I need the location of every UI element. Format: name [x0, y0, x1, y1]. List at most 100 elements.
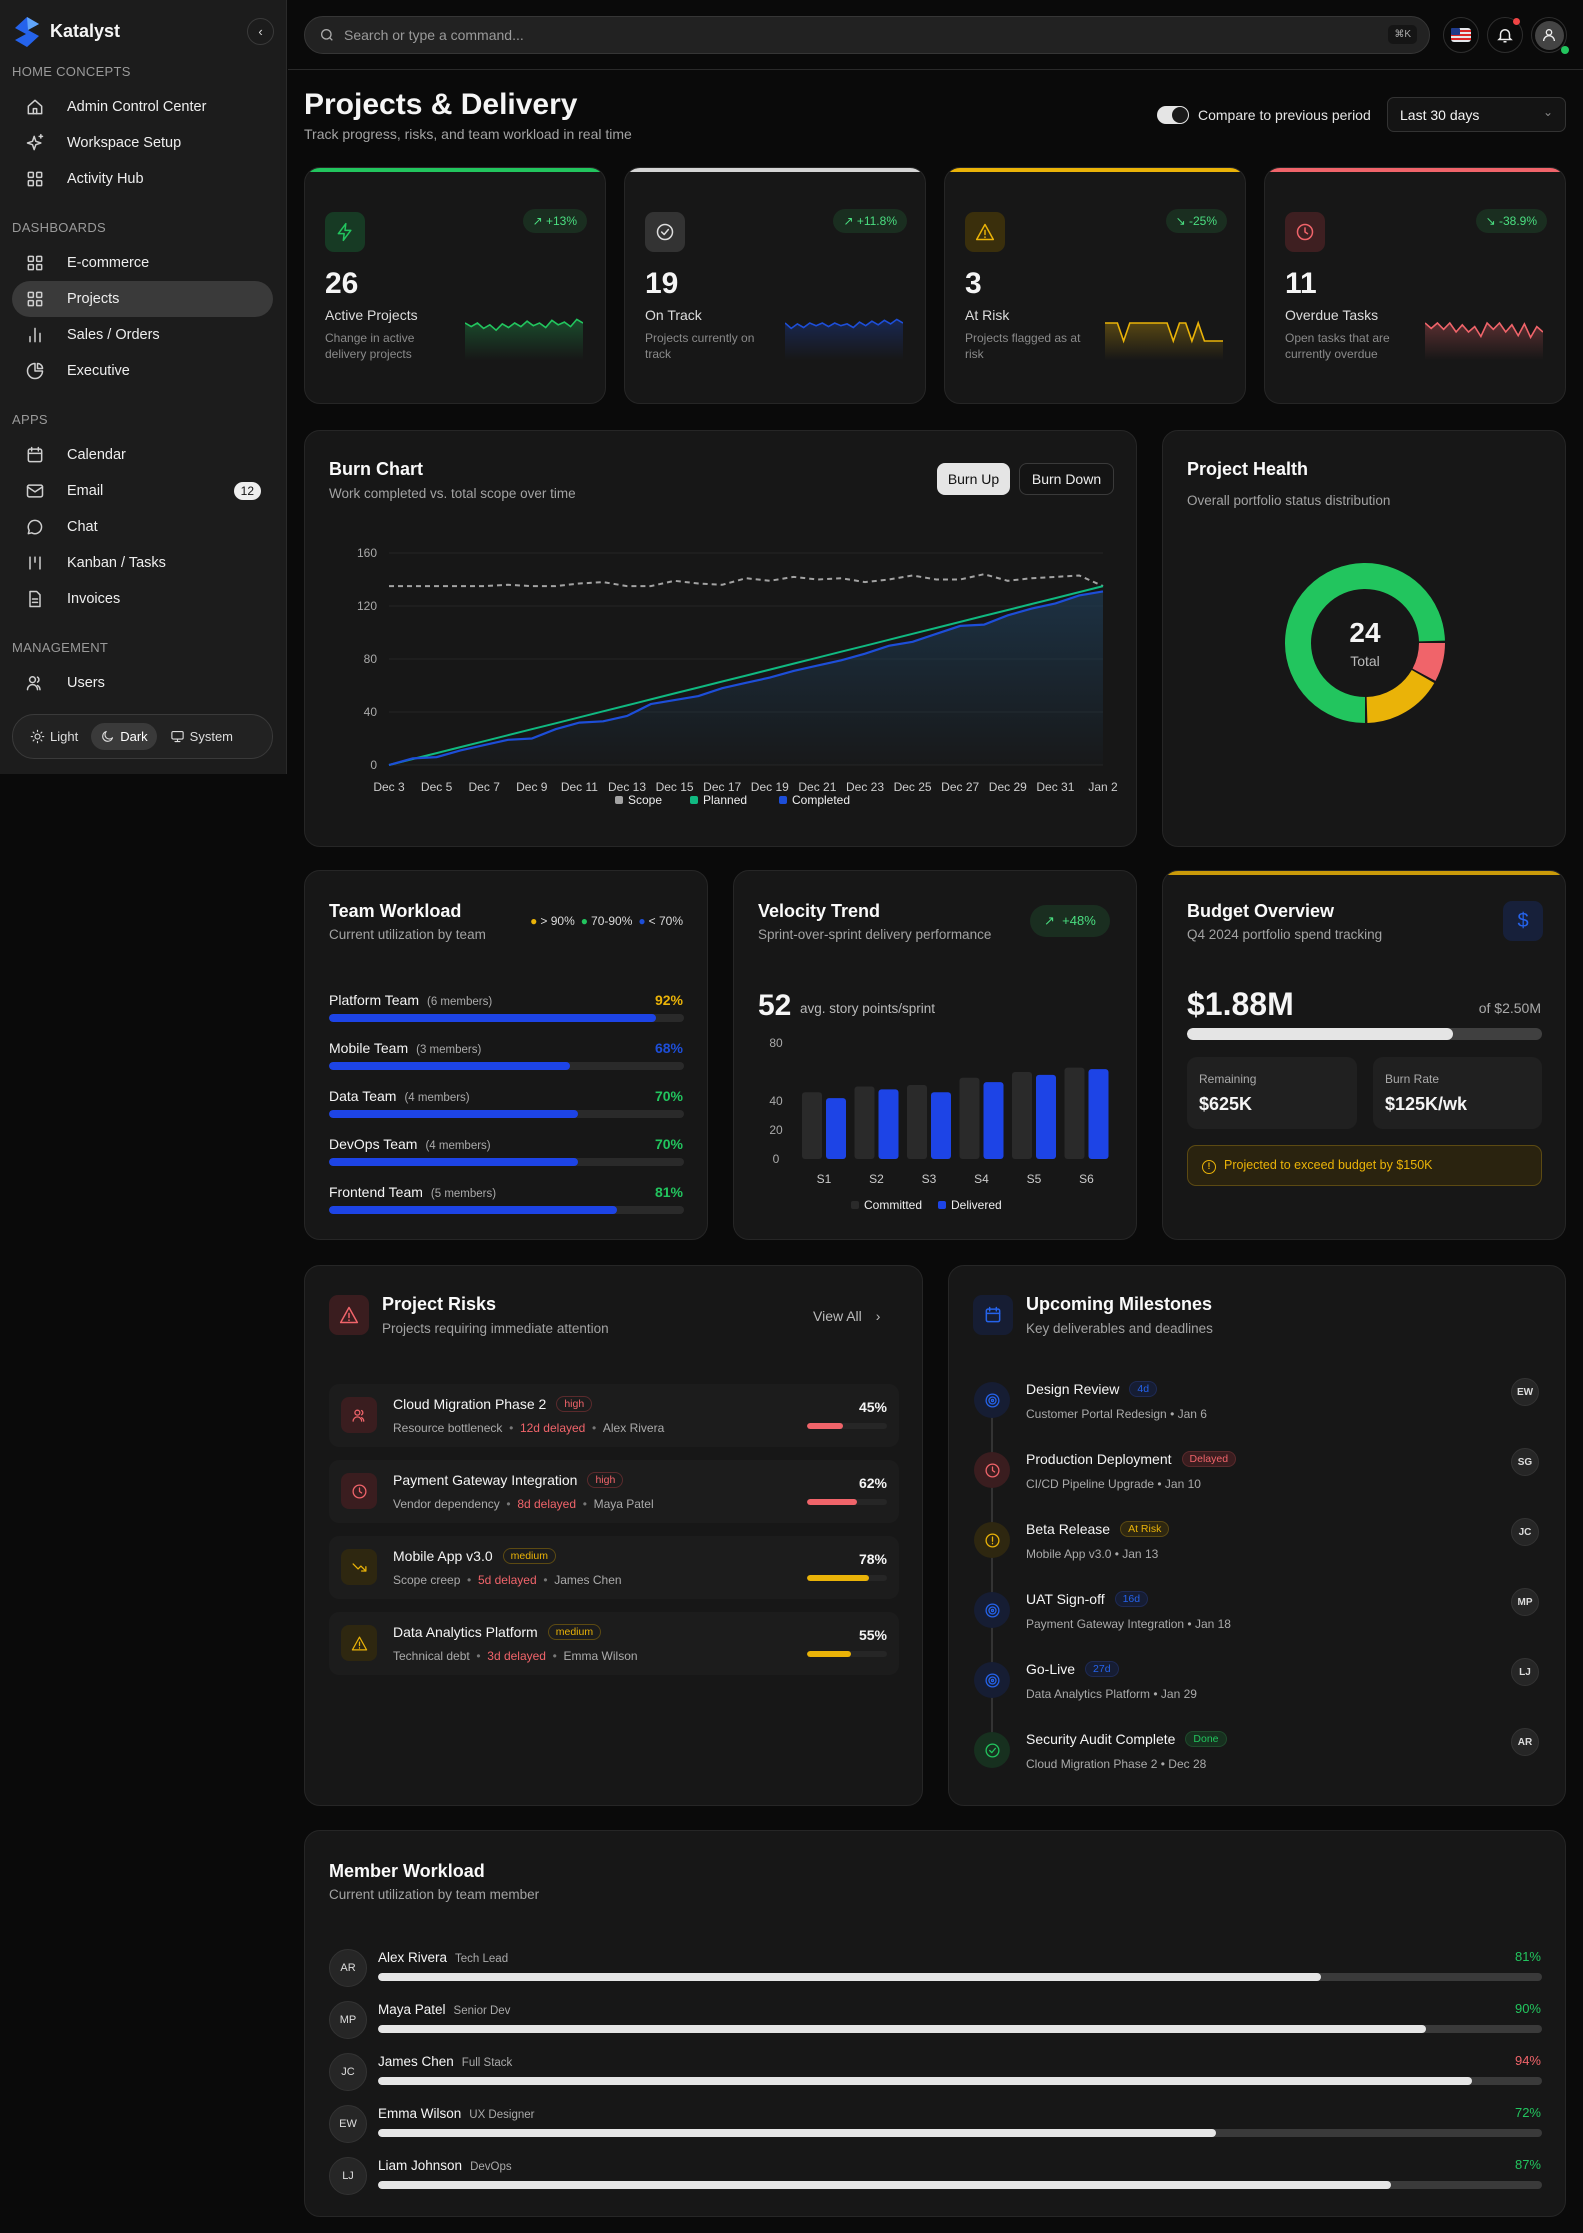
sidebar-item-e-commerce[interactable]: E-commerce: [12, 245, 273, 281]
risk-item[interactable]: Cloud Migration Phase 2 high Resource bott…: [329, 1384, 899, 1447]
kpi-description: Projects currently on track: [645, 331, 755, 361]
x-tick-label: Dec 9: [516, 780, 548, 794]
legend-item: ● < 70%: [638, 914, 683, 928]
velocity-change: +48%: [1062, 913, 1096, 928]
velocity-card: Velocity Trend Sprint-over-sprint delive…: [733, 870, 1137, 1240]
team-row-label: Mobile Team (3 members): [329, 1040, 481, 1056]
katalyst-logo-icon: [15, 17, 39, 47]
chevron-down-icon: ⌄: [1542, 105, 1553, 119]
donut-slice-on-track[interactable]: [1285, 563, 1445, 723]
target-icon: [974, 1662, 1010, 1698]
risk-item[interactable]: Data Analytics Platform medium Technical d…: [329, 1612, 899, 1675]
member-utilization-fill: [378, 2077, 1473, 2085]
brand: Katalyst ‹: [0, 0, 286, 60]
risk-delay: 3d delayed: [487, 1649, 546, 1663]
member-utilization: 94%: [1514, 2053, 1541, 2068]
risk-progress-fill: [807, 1651, 851, 1657]
search-input[interactable]: Search or type a command... ⌘K: [304, 16, 1430, 54]
theme-dark-button[interactable]: Dark: [91, 723, 157, 750]
kpi-accent-bar: [1265, 168, 1565, 172]
kanban-icon: [25, 553, 56, 573]
theme-switcher: Light Dark System: [12, 714, 273, 759]
arrow-up-right-icon: ↗: [532, 214, 546, 228]
view-all-link[interactable]: View All ›: [813, 1308, 880, 1324]
team-name: Frontend Team: [329, 1184, 423, 1200]
risk-progress-bar: [807, 1651, 887, 1657]
milestone-status-badge: 27d: [1085, 1661, 1119, 1677]
team-workload-card: Team Workload Current utilization by tea…: [304, 870, 708, 1240]
sidebar-item-workspace-setup[interactable]: Workspace Setup: [12, 125, 273, 161]
member-avatar: JC: [329, 2053, 367, 2091]
warning-icon: [965, 212, 1005, 252]
collapse-sidebar-button[interactable]: ‹: [247, 18, 274, 45]
milestone-owner-avatar: AR: [1511, 1728, 1539, 1756]
risk-progress-fill: [807, 1499, 857, 1505]
topbar: Search or type a command... ⌘K: [288, 0, 1583, 70]
sidebar-item-sales-orders[interactable]: Sales / Orders: [12, 317, 273, 353]
risk-level-badge: medium: [547, 1624, 602, 1640]
member-workload-card: Member Workload Current utilization by t…: [304, 1830, 1566, 2217]
notifications-button[interactable]: [1487, 17, 1523, 53]
delivered-bar: [878, 1089, 899, 1159]
sidebar-item-label: Workspace Setup: [67, 135, 182, 151]
date-range-select[interactable]: Last 30 days ⌄: [1387, 97, 1566, 132]
bolt-icon: [325, 212, 365, 252]
theme-system-button[interactable]: System: [161, 723, 242, 750]
x-tick-label: Dec 17: [703, 780, 741, 794]
theme-light-button[interactable]: Light: [21, 723, 87, 750]
team-row-label: Frontend Team (5 members): [329, 1184, 496, 1200]
risk-progress-fill: [807, 1423, 843, 1429]
sidebar-item-executive[interactable]: Executive: [12, 353, 273, 389]
theme-label: Dark: [120, 729, 148, 744]
legend-swatch-planned: [690, 796, 698, 804]
kpi-change: -38.9%: [1498, 214, 1537, 228]
risk-reason: Scope creep: [393, 1573, 461, 1587]
risk-reason: Resource bottleneck: [393, 1421, 503, 1435]
burn-chart-title: Burn Chart: [329, 459, 423, 479]
kpi-change: +11.8%: [856, 214, 897, 228]
member-workload-subtitle: Current utilization by team member: [329, 1887, 540, 1902]
moon-icon: [100, 729, 115, 744]
separator: •: [585, 1421, 603, 1435]
sidebar-item-users[interactable]: Users: [12, 665, 273, 701]
team-row-label: DevOps Team (4 members): [329, 1136, 491, 1152]
milestone-status-badge: At Risk: [1120, 1521, 1170, 1537]
sidebar-item-chat[interactable]: Chat: [12, 509, 273, 545]
stat-label: Burn Rate: [1385, 1072, 1440, 1086]
alert-circle-icon: !: [1202, 1160, 1216, 1174]
milestone-owner-avatar: LJ: [1511, 1658, 1539, 1686]
member-name: James Chen: [378, 2054, 454, 2069]
sidebar: Katalyst ‹ HOME CONCEPTS Admin Control Ce…: [0, 0, 287, 774]
x-tick-label: S3: [922, 1172, 937, 1186]
legend-label: < 70%: [648, 914, 683, 928]
risk-item[interactable]: Mobile App v3.0 medium Scope creep • 5d de…: [329, 1536, 899, 1599]
notification-dot: [1513, 18, 1520, 25]
sidebar-item-calendar[interactable]: Calendar: [12, 437, 273, 473]
milestone-status-badge: 16d: [1114, 1591, 1149, 1607]
donut-slice-at-risk[interactable]: [1366, 669, 1435, 723]
donut-slice-delayed[interactable]: [1412, 642, 1445, 681]
team-member-count: (4 members): [404, 1092, 470, 1104]
sidebar-item-activity-hub[interactable]: Activity Hub: [12, 161, 273, 197]
member-utilization-fill: [378, 2129, 1217, 2137]
budget-alert-text: Projected to exceed budget by $150K: [1224, 1158, 1433, 1172]
view-all-label: View All: [813, 1308, 862, 1324]
risk-progress-value: 78%: [858, 1551, 887, 1567]
sidebar-item-invoices[interactable]: Invoices: [12, 581, 273, 617]
milestone-detail: Cloud Migration Phase 2 • Dec 28: [1026, 1757, 1207, 1771]
burn-up-button[interactable]: Burn Up: [937, 463, 1010, 495]
language-button[interactable]: [1443, 17, 1479, 53]
compare-toggle[interactable]: [1157, 106, 1189, 124]
sidebar-item-kanban-tasks[interactable]: Kanban / Tasks: [12, 545, 273, 581]
user-menu-button[interactable]: [1531, 17, 1569, 54]
sidebar-item-email[interactable]: Email 12: [12, 473, 273, 509]
team-name: Mobile Team: [329, 1040, 409, 1056]
kpi-description: Projects flagged as at risk: [965, 331, 1081, 361]
burn-down-button[interactable]: Burn Down: [1019, 463, 1114, 495]
sidebar-item-projects[interactable]: Projects: [12, 281, 273, 317]
x-tick-label: Dec 13: [608, 780, 646, 794]
sidebar-item-admin-control-center[interactable]: Admin Control Center: [12, 89, 273, 125]
kpi-sparkline: [464, 312, 584, 365]
kpi-value: 19: [645, 267, 679, 300]
risk-item[interactable]: Payment Gateway Integration high Vendor de…: [329, 1460, 899, 1523]
